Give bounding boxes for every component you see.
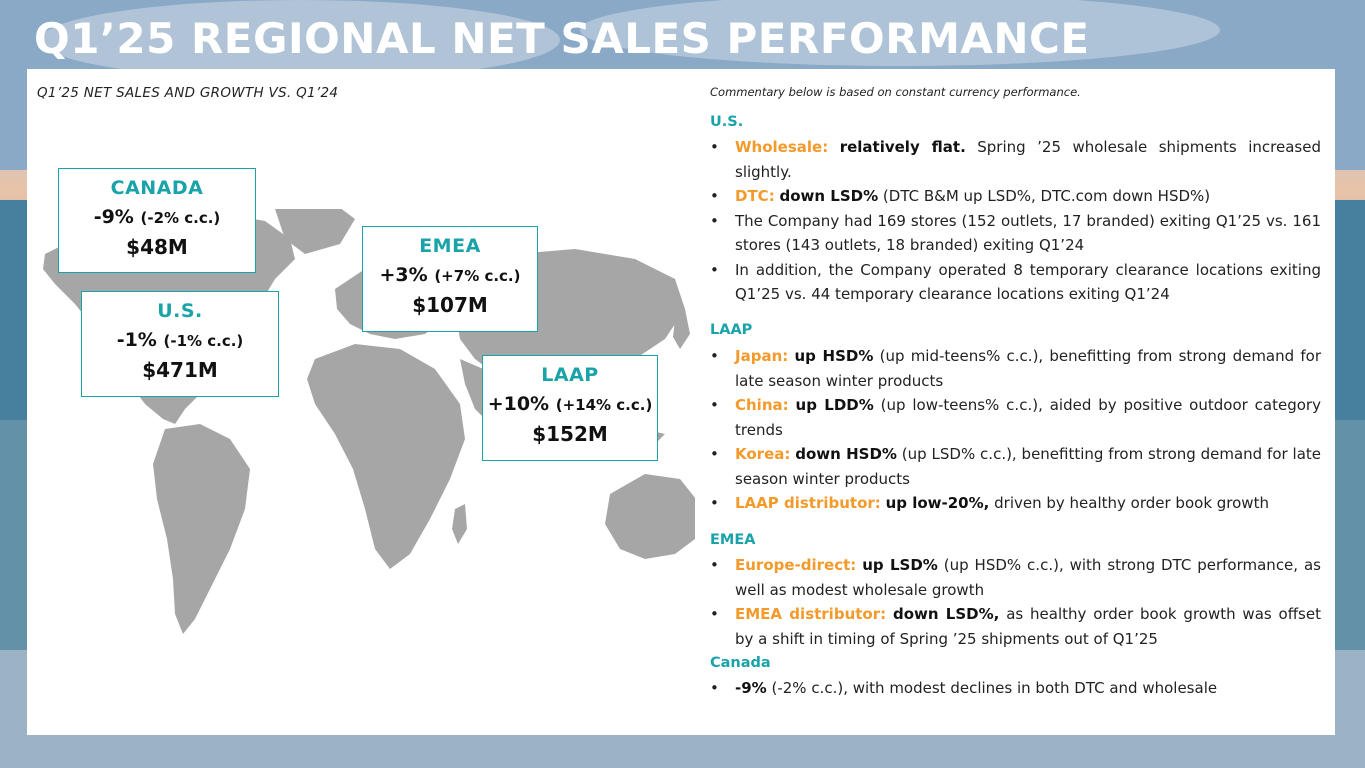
bullet-text: (up low-teens% c.c.), aided by positive … bbox=[735, 396, 1321, 439]
greenland-shape bbox=[275, 209, 355, 254]
bullet-emphasis: up LDD% bbox=[795, 396, 874, 414]
section-heading-us: U.S. bbox=[710, 114, 744, 130]
bullet-emphasis: up LSD% bbox=[862, 556, 938, 574]
emea-bullet-list: Europe-direct: up LSD% (up HSD% c.c.), w… bbox=[710, 553, 1321, 651]
region-name: EMEA bbox=[419, 235, 481, 257]
region-sales: $48M bbox=[126, 235, 188, 259]
bullet-label: Japan: bbox=[735, 347, 789, 365]
bullet-text: (up mid-teens% c.c.), benefitting from s… bbox=[735, 347, 1321, 390]
section-heading-laap: LAAP bbox=[710, 322, 753, 338]
madagascar-shape bbox=[452, 504, 467, 544]
canada-bullet-list: -9% (-2% c.c.), with modest declines in … bbox=[710, 676, 1321, 701]
section-heading-canada: Canada bbox=[710, 655, 771, 671]
bullet-text: (-2% c.c.), with modest declines in both… bbox=[771, 679, 1218, 697]
region-sales: $107M bbox=[412, 293, 488, 317]
bullet-text: Spring ’25 wholesale shipments increased… bbox=[735, 138, 1321, 181]
bullet-item: Europe-direct: up LSD% (up HSD% c.c.), w… bbox=[710, 553, 1321, 602]
bullet-text: In addition, the Company operated 8 temp… bbox=[735, 260, 1321, 304]
growth-cc: (-2% c.c.) bbox=[140, 209, 221, 227]
us-bullet-list: Wholesale: relatively flat. Spring ’25 w… bbox=[710, 135, 1321, 307]
bullet-emphasis: relatively flat. bbox=[839, 138, 966, 156]
bullet-label: China: bbox=[735, 396, 789, 414]
growth-cc: (-1% c.c.) bbox=[163, 332, 244, 350]
slide-title: Q1’25 REGIONAL NET SALES PERFORMANCE bbox=[34, 14, 1090, 63]
region-growth: -1% (-1% c.c.) bbox=[82, 329, 278, 351]
bullet-text: as healthy order book growth was offset … bbox=[735, 605, 1321, 648]
growth-value: +10% bbox=[487, 393, 550, 415]
content-panel: Q1’25 NET SALES AND GROWTH VS. Q1’24 bbox=[27, 69, 1335, 735]
bullet-item: LAAP distributor: up low-20%, driven by … bbox=[710, 491, 1321, 516]
region-box-laap: LAAP +10% (+14% c.c.) $152M bbox=[482, 355, 658, 461]
growth-cc: (+14% c.c.) bbox=[555, 396, 653, 414]
bullet-item: EMEA distributor: down LSD%, as healthy … bbox=[710, 602, 1321, 651]
bullet-item: The Company had 169 stores (152 outlets,… bbox=[710, 209, 1321, 258]
region-growth: +3% (+7% c.c.) bbox=[363, 264, 537, 286]
bullet-text: driven by healthy order book growth bbox=[994, 494, 1269, 512]
growth-value: -1% bbox=[116, 329, 157, 351]
section-heading-emea: EMEA bbox=[710, 532, 756, 548]
region-growth: -9% (-2% c.c.) bbox=[59, 206, 255, 228]
australia-shape bbox=[605, 474, 695, 559]
bullet-emphasis: down LSD% bbox=[779, 187, 879, 205]
bullet-label: Europe-direct: bbox=[735, 556, 857, 574]
commentary-intro: Commentary below is based on constant cu… bbox=[710, 85, 1081, 99]
region-name: CANADA bbox=[110, 177, 204, 199]
japan-shape bbox=[673, 309, 690, 349]
bullet-text: (DTC B&M up LSD%, DTC.com down HSD%) bbox=[882, 187, 1211, 205]
bullet-text: (up HSD% c.c.), with strong DTC performa… bbox=[735, 556, 1321, 599]
chart-heading: Q1’25 NET SALES AND GROWTH VS. Q1’24 bbox=[37, 85, 339, 101]
bullet-item: -9% (-2% c.c.), with modest declines in … bbox=[710, 676, 1321, 701]
bullet-emphasis: up low-20%, bbox=[885, 494, 990, 512]
bullet-label: Korea: bbox=[735, 445, 791, 463]
laap-bullet-list: Japan: up HSD% (up mid-teens% c.c.), ben… bbox=[710, 344, 1321, 516]
bullet-item: In addition, the Company operated 8 temp… bbox=[710, 258, 1321, 307]
bullet-item: Wholesale: relatively flat. Spring ’25 w… bbox=[710, 135, 1321, 184]
bullet-label: DTC: bbox=[735, 187, 775, 205]
bullet-item: Japan: up HSD% (up mid-teens% c.c.), ben… bbox=[710, 344, 1321, 393]
bullet-emphasis: down LSD%, bbox=[892, 605, 1000, 623]
bullet-emphasis: -9% bbox=[735, 679, 767, 697]
growth-value: +3% bbox=[379, 264, 428, 286]
region-box-canada: CANADA -9% (-2% c.c.) $48M bbox=[58, 168, 256, 273]
region-sales: $471M bbox=[142, 358, 218, 382]
growth-cc: (+7% c.c.) bbox=[434, 267, 521, 285]
bullet-label: EMEA distributor: bbox=[735, 605, 887, 623]
bullet-item: DTC: down LSD% (DTC B&M up LSD%, DTC.com… bbox=[710, 184, 1321, 209]
south-america-shape bbox=[153, 424, 250, 634]
region-box-us: U.S. -1% (-1% c.c.) $471M bbox=[81, 291, 279, 397]
bullet-text: (up LSD% c.c.), benefitting from strong … bbox=[735, 445, 1321, 488]
bullet-text: The Company had 169 stores (152 outlets,… bbox=[735, 211, 1321, 255]
region-name: LAAP bbox=[541, 364, 599, 386]
region-name: U.S. bbox=[157, 300, 203, 322]
bullet-label: Wholesale: bbox=[735, 138, 829, 156]
region-box-emea: EMEA +3% (+7% c.c.) $107M bbox=[362, 226, 538, 332]
africa-shape bbox=[307, 344, 465, 569]
bullet-item: Korea: down HSD% (up LSD% c.c.), benefit… bbox=[710, 442, 1321, 491]
growth-value: -9% bbox=[93, 206, 134, 228]
bullet-item: China: up LDD% (up low-teens% c.c.), aid… bbox=[710, 393, 1321, 442]
bullet-emphasis: up HSD% bbox=[794, 347, 874, 365]
bullet-emphasis: down HSD% bbox=[795, 445, 897, 463]
bullet-label: LAAP distributor: bbox=[735, 494, 881, 512]
region-sales: $152M bbox=[532, 422, 608, 446]
region-growth: +10% (+14% c.c.) bbox=[483, 393, 657, 415]
